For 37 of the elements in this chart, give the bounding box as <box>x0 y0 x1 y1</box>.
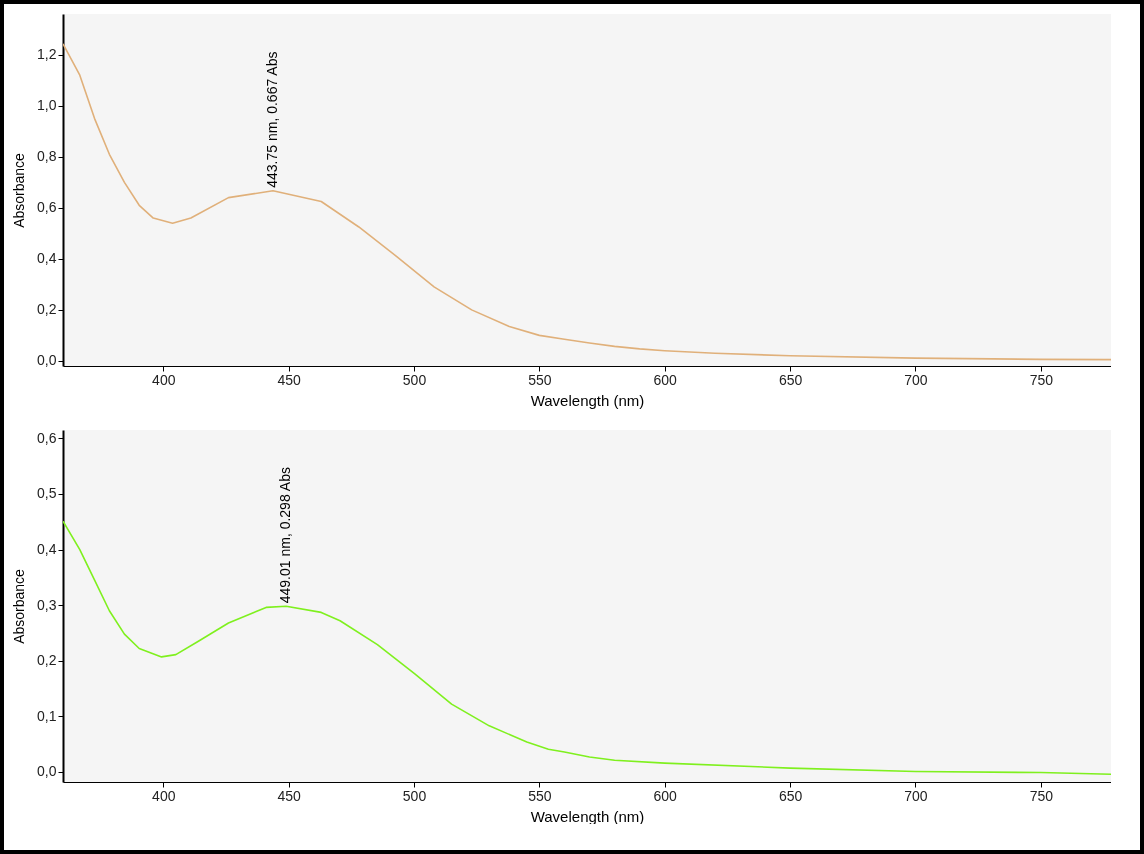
x-tick-label: 400 <box>152 787 176 804</box>
line-series <box>63 43 1111 361</box>
y-tick-label: 0,5 <box>37 485 57 502</box>
y-axis-title: Absorbance <box>11 568 28 644</box>
annotation: 443.75 nm, 0.667 Abs <box>263 51 280 188</box>
x-tick-label: 550 <box>528 787 552 804</box>
x-tick-label: 500 <box>402 371 427 388</box>
y-tick-label: 1,0 <box>37 97 57 114</box>
y-tick-label: 0,1 <box>37 707 57 724</box>
x-tick-label: 500 <box>402 787 427 804</box>
x-tick-label: 750 <box>1029 787 1054 804</box>
x-tick-label: 550 <box>528 371 552 388</box>
y-tick-label: 0,4 <box>37 250 57 267</box>
x-tick-label: 400 <box>152 371 176 388</box>
x-axis-title: Wavelength (nm) <box>530 807 645 825</box>
x-tick-label: 700 <box>904 371 928 388</box>
y-tick-label: 0,8 <box>37 148 57 165</box>
annotation: 449.01 nm, 0.298 Abs <box>277 467 294 604</box>
x-tick-label: 450 <box>277 371 302 388</box>
x-tick-label: 450 <box>277 787 302 804</box>
y-tick-label: 1,2 <box>37 46 57 63</box>
y-tick-label: 0,3 <box>37 596 57 613</box>
x-tick-label: 750 <box>1029 371 1054 388</box>
y-tick-label: 0,6 <box>37 199 57 216</box>
y-tick-label: 0,0 <box>37 352 57 369</box>
y-tick-label: 0,2 <box>37 301 57 318</box>
y-tick-label: 0,6 <box>37 429 57 446</box>
y-tick-label: 0,2 <box>37 652 57 669</box>
y-tick-label: 0,4 <box>37 541 57 558</box>
x-tick-label: 600 <box>653 371 678 388</box>
y-axis-title: Absorbance <box>11 152 28 228</box>
x-tick-label: 650 <box>778 371 803 388</box>
y-tick-label: 0,0 <box>37 763 57 780</box>
x-tick-label: 650 <box>778 787 803 804</box>
x-axis-title: Wavelength (nm) <box>530 391 645 409</box>
x-tick-label: 700 <box>904 787 928 804</box>
x-tick-label: 600 <box>653 787 678 804</box>
